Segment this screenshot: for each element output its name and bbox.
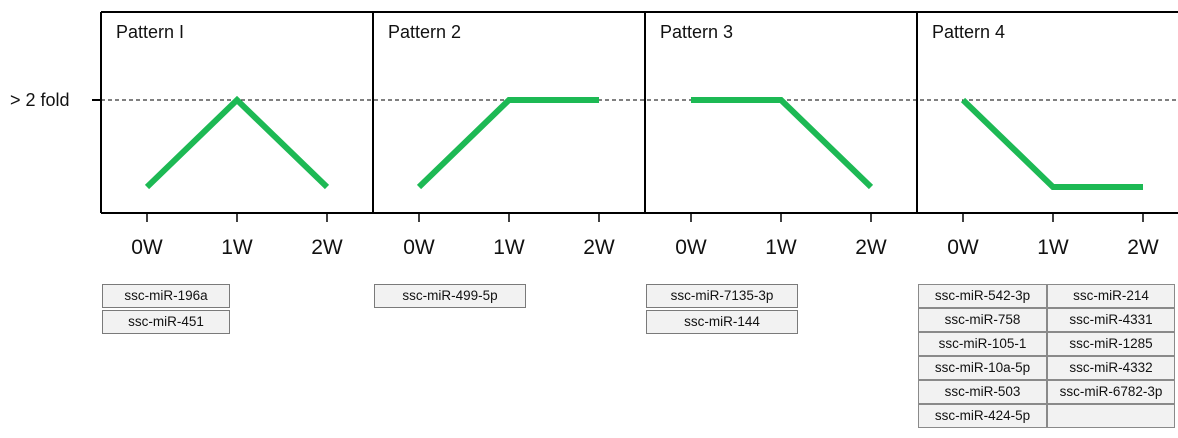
pattern-2-tick-label-0W: 0W (403, 236, 435, 259)
pattern-4-tick-label-2W: 2W (1127, 236, 1159, 259)
pattern-2-tick-label-1W: 1W (493, 236, 525, 259)
pattern-1-mirna-box: ssc-miR-196a (102, 284, 230, 308)
pattern-4-tick-label-1W: 1W (1037, 236, 1069, 259)
pattern-4-mirna-cell: ssc-miR-10a-5p (918, 356, 1047, 380)
pattern-1-profile-line (144, 95, 330, 190)
pattern-title-2: Pattern 2 (388, 22, 462, 42)
pattern-4-mirna-cell: ssc-miR-758 (918, 308, 1047, 332)
pattern-4-mirna-cell: ssc-miR-542-3p (918, 284, 1047, 308)
pattern-4-mirna-cell: ssc-miR-4332 (1047, 356, 1175, 380)
pattern-2-profile-line (416, 97, 599, 190)
pattern-1-tick-label-1W: 1W (221, 236, 253, 259)
pattern-1-tick-label-2W: 2W (311, 236, 343, 259)
pattern-2-tick-label-2W: 2W (583, 236, 615, 259)
pattern-4-mirna-cell: ssc-miR-105-1 (918, 332, 1047, 356)
pattern-3-mirna-box: ssc-miR-7135-3p (646, 284, 798, 308)
pattern-title-1: Pattern I (116, 22, 185, 42)
pattern-1-tick-label-0W: 0W (131, 236, 163, 259)
pattern-3-tick-label-1W: 1W (765, 236, 797, 259)
pattern-3-profile-line (691, 97, 874, 190)
pattern-4-mirna-cell: ssc-miR-424-5p (918, 404, 1047, 428)
pattern-4-mirna-cell: ssc-miR-503 (918, 380, 1047, 404)
pattern-title-3: Pattern 3 (660, 22, 734, 42)
pattern-3-tick-label-0W: 0W (675, 236, 707, 259)
pattern-4-mirna-cell: ssc-miR-1285 (1047, 332, 1175, 356)
pattern-4-mirna-cell (1047, 404, 1175, 428)
pattern-title-4: Pattern 4 (932, 22, 1006, 42)
pattern-1-mirna-box: ssc-miR-451 (102, 310, 230, 334)
pattern-4-mirna-cell: ssc-miR-4331 (1047, 308, 1175, 332)
fold-threshold-label: > 2 fold (10, 90, 70, 110)
pattern-4-mirna-cell: ssc-miR-6782-3p (1047, 380, 1175, 404)
pattern-4-profile-line (960, 97, 1143, 190)
pattern-3-tick-label-2W: 2W (855, 236, 887, 259)
pattern-plots (92, 11, 1178, 222)
pattern-2-mirna-box: ssc-miR-499-5p (374, 284, 526, 308)
pattern-4-tick-label-0W: 0W (947, 236, 979, 259)
pattern-3-mirna-box: ssc-miR-144 (646, 310, 798, 334)
pattern-4-mirna-cell: ssc-miR-214 (1047, 284, 1175, 308)
